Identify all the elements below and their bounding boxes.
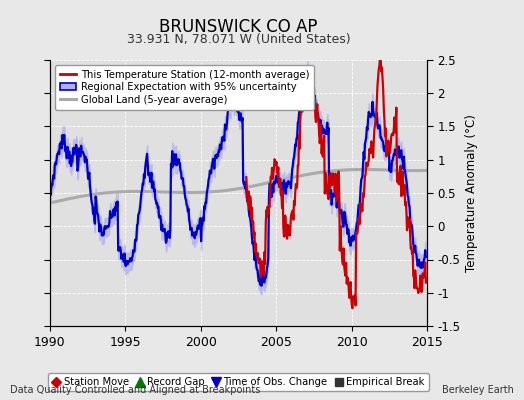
- Y-axis label: Temperature Anomaly (°C): Temperature Anomaly (°C): [465, 114, 478, 272]
- Legend: Station Move, Record Gap, Time of Obs. Change, Empirical Break: Station Move, Record Gap, Time of Obs. C…: [48, 374, 429, 392]
- Text: 33.931 N, 78.071 W (United States): 33.931 N, 78.071 W (United States): [127, 33, 350, 46]
- Text: Data Quality Controlled and Aligned at Breakpoints: Data Quality Controlled and Aligned at B…: [10, 385, 261, 395]
- Text: BRUNSWICK CO AP: BRUNSWICK CO AP: [159, 18, 318, 36]
- Text: Berkeley Earth: Berkeley Earth: [442, 385, 514, 395]
